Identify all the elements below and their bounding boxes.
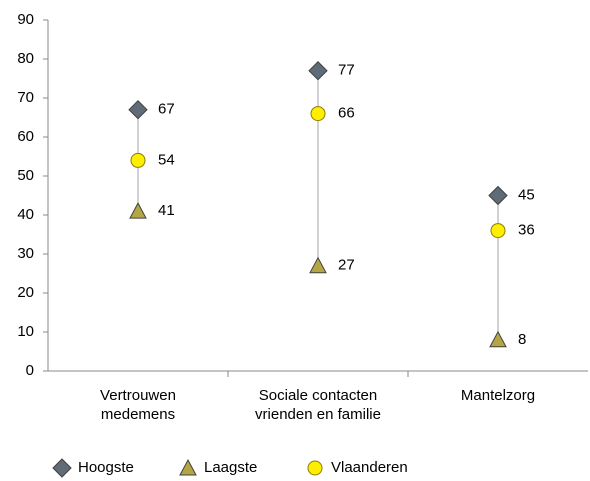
y-tick-label: 60: [17, 128, 34, 145]
point: [128, 99, 148, 120]
legend-marker: [179, 458, 197, 476]
data-label: 54: [158, 151, 175, 168]
legend-label: Hoogste: [78, 459, 134, 476]
data-label: 67: [158, 101, 175, 118]
data-label: 77: [338, 62, 355, 79]
legend-label: Vlaanderen: [331, 459, 408, 476]
data-label: 66: [338, 105, 355, 122]
data-label: 27: [338, 257, 355, 274]
x-tick-label: Mantelzorg: [460, 387, 536, 404]
y-tick-label: 80: [17, 50, 34, 67]
legend-marker: [307, 460, 323, 476]
point: [129, 202, 147, 219]
data-label: 8: [518, 331, 526, 348]
y-tick-label: 0: [26, 362, 34, 379]
y-tick-label: 90: [17, 11, 34, 28]
data-label: 41: [158, 202, 175, 219]
point: [309, 256, 327, 274]
point: [130, 152, 146, 168]
point: [488, 185, 508, 206]
data-label: 36: [518, 222, 535, 239]
x-tick-label: Sociale contacten vrienden en familie: [255, 387, 381, 423]
point: [489, 330, 507, 348]
y-tick-label: 40: [17, 206, 34, 223]
y-tick-label: 50: [17, 167, 34, 184]
legend-label: Laagste: [204, 459, 257, 476]
y-tick-label: 10: [17, 323, 34, 340]
point: [490, 223, 506, 239]
y-tick-label: 30: [17, 245, 34, 262]
point: [310, 106, 326, 122]
y-tick-label: 20: [17, 284, 34, 301]
point: [308, 60, 328, 81]
x-tick-label: Vertrouwen medemens: [100, 387, 176, 423]
data-label: 45: [518, 186, 535, 203]
legend-marker: [52, 458, 72, 478]
y-tick-label: 70: [17, 89, 34, 106]
